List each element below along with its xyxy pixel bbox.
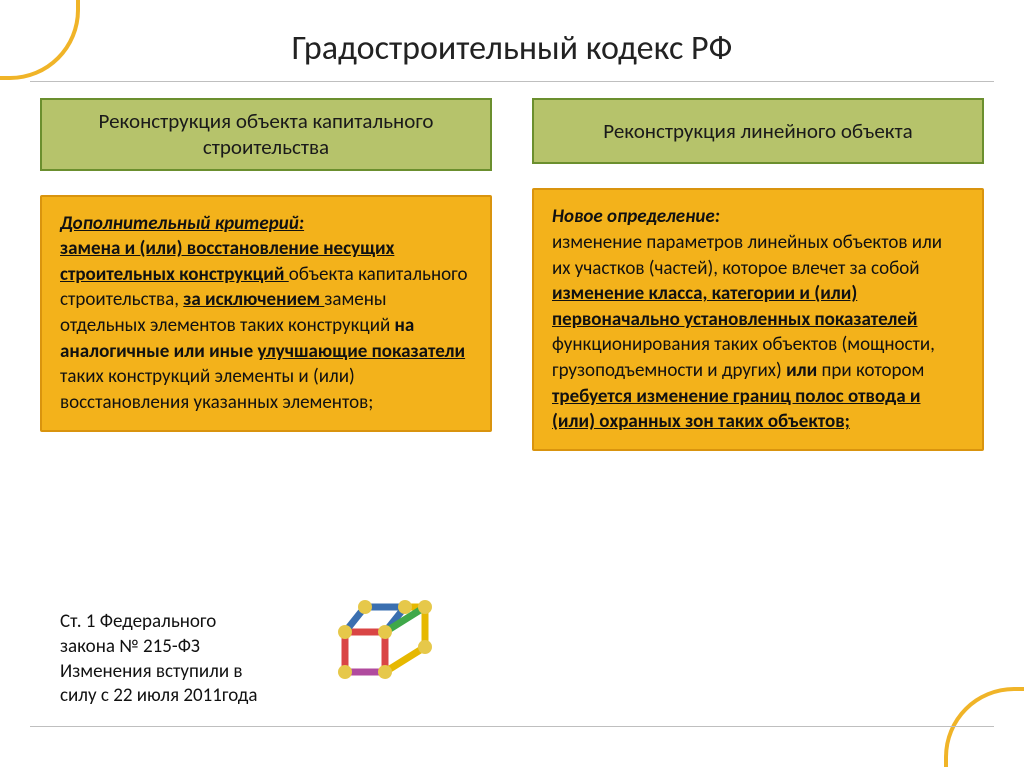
footer-line-3: Изменения вступили в <box>60 660 243 683</box>
construction-toy-icon <box>330 577 450 687</box>
footer-citation: Ст. 1 Федерального закона № 215-ФЗ Измен… <box>60 610 257 709</box>
right-seg-e: при котором <box>822 359 925 382</box>
divider-bottom <box>30 726 994 727</box>
columns: Реконструкция объекта капитального строи… <box>0 98 1024 451</box>
left-seg-c: за исключением <box>183 288 324 311</box>
column-right: Реконструкция линейного объекта Новое оп… <box>532 98 984 451</box>
left-header-box: Реконструкция объекта капитального строи… <box>40 98 492 171</box>
left-seg-f: улучшающие показатели <box>257 340 465 363</box>
footer-line-2: закона № 215-ФЗ <box>60 635 200 658</box>
right-seg-f: требуется изменение границ полос отвода … <box>552 385 920 434</box>
corner-accent-bottom-right <box>944 687 1024 767</box>
right-seg-b: изменение класса, категории и (или) перв… <box>552 282 917 331</box>
right-lead: Новое определение: <box>552 205 720 228</box>
divider-top <box>30 81 994 82</box>
column-left: Реконструкция объекта капитального строи… <box>40 98 492 451</box>
footer-line-1: Ст. 1 Федерального <box>60 610 216 633</box>
right-body-box: Новое определение: изменение параметров … <box>532 188 984 451</box>
left-body-box: Дополнительный критерий: замена и (или) … <box>40 195 492 432</box>
right-header-box: Реконструкция линейного объекта <box>532 98 984 164</box>
page-title: Градостроительный кодекс РФ <box>0 0 1024 77</box>
right-seg-a: изменение параметров линейных объектов и… <box>552 231 942 280</box>
right-seg-d: или <box>786 359 817 382</box>
left-lead: Дополнительный критерий: <box>60 212 304 235</box>
footer-line-4: силу с 22 июля 2011года <box>60 684 257 707</box>
left-seg-g: таких конструкций элементы и (или) восст… <box>60 365 373 414</box>
